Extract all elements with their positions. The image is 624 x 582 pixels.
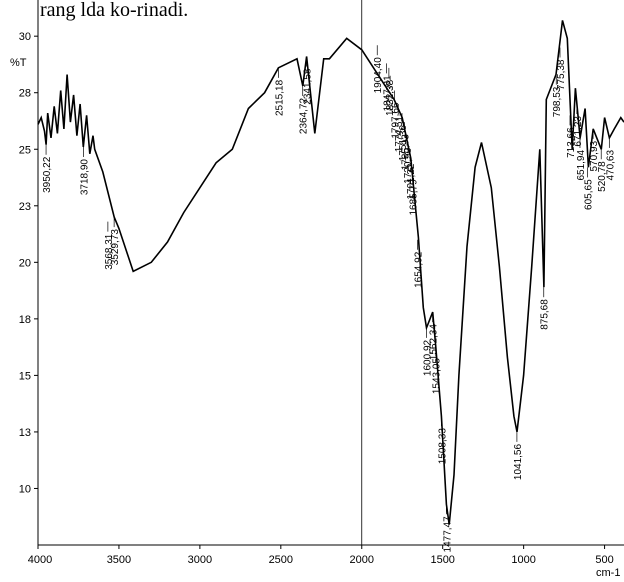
peak-label: 775,38 (556, 59, 567, 90)
peak-label: 1797,66 (391, 102, 402, 139)
x-tick-label: 1000 (511, 554, 535, 566)
x-axis-label: cm-1 (596, 567, 620, 577)
x-tick-label: 2500 (269, 554, 293, 566)
peak-label: 3568,31 (104, 233, 115, 270)
peak-label: 3950,22 (42, 156, 53, 193)
y-tick-label: 23 (19, 201, 31, 213)
peak-label: 2364,72 (299, 98, 310, 135)
y-tick-label: 15 (19, 370, 31, 382)
peak-label: 1562,34 (429, 324, 440, 361)
peak-label: 520,78 (597, 161, 608, 192)
x-tick-label: 500 (595, 554, 613, 566)
peak-label: 2341,58 (302, 68, 313, 105)
x-tick-label: 4000 (28, 554, 52, 566)
peak-label: 1735,93 (401, 134, 412, 171)
x-tick-label: 1500 (430, 554, 454, 566)
peak-label: 1701,22 (406, 163, 417, 200)
spectrum-line (37, 20, 624, 525)
peak-label: 1041,56 (513, 443, 524, 480)
x-tick-label: 3500 (107, 554, 131, 566)
y-tick-label: 25 (19, 144, 31, 156)
peak-label: 2515,18 (274, 79, 285, 116)
peak-label: 1543,05 (432, 358, 443, 395)
peak-label: 713,66 (566, 127, 577, 158)
caption: rang lda ko-rinadi. (40, 0, 188, 21)
peak-label: 1904,40 (373, 57, 384, 94)
y-tick-label: 18 (19, 314, 31, 326)
y-tick-label: 20 (19, 257, 31, 269)
peak-label: 1685,79 (409, 179, 420, 216)
peak-label: 570,93 (589, 140, 600, 171)
peak-label: 651,94 (576, 150, 587, 181)
peak-label: 1477,47 (442, 516, 453, 553)
peak-label: 671,23 (573, 116, 584, 147)
peak-label: 1847,81 (382, 75, 393, 112)
peak-label: 798,53 (552, 86, 563, 117)
x-tick-label: 3000 (188, 554, 212, 566)
peak-label: 1720,50 (403, 147, 414, 184)
peak-label: 1832,38 (385, 79, 396, 116)
y-axis-label: %T (10, 57, 27, 69)
peak-label: 875,68 (540, 299, 551, 330)
y-tick-label: 28 (19, 88, 31, 100)
peak-label: 1600,92 (422, 339, 433, 376)
peak-label: 3718,90 (80, 159, 91, 196)
peak-label: 605,65 (583, 179, 594, 210)
y-tick-label: 30 (19, 31, 31, 43)
peak-label: 1774,51 (394, 116, 405, 153)
peak-label: 3529,73 (110, 229, 121, 266)
y-tick-label: 13 (19, 427, 31, 439)
peak-label: 1654,92 (414, 251, 425, 288)
y-tick-label: 10 (19, 483, 31, 495)
peak-label: 1508,33 (437, 428, 448, 465)
peak-label: 470,63 (605, 150, 616, 181)
x-tick-label: 2000 (350, 554, 374, 566)
peak-label: 1751,36 (398, 125, 409, 162)
